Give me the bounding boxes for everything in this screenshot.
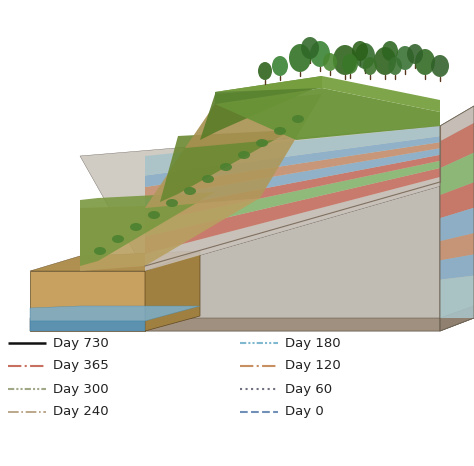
Ellipse shape bbox=[333, 45, 357, 75]
Text: Day 60: Day 60 bbox=[285, 383, 332, 396]
Polygon shape bbox=[160, 130, 292, 202]
Polygon shape bbox=[185, 94, 322, 148]
Ellipse shape bbox=[256, 139, 268, 147]
Ellipse shape bbox=[301, 37, 319, 59]
Polygon shape bbox=[30, 321, 145, 331]
Polygon shape bbox=[80, 126, 440, 271]
Ellipse shape bbox=[289, 44, 311, 72]
Text: Day 300: Day 300 bbox=[53, 383, 109, 396]
Ellipse shape bbox=[382, 41, 398, 61]
Polygon shape bbox=[440, 275, 474, 318]
Polygon shape bbox=[145, 142, 440, 199]
Ellipse shape bbox=[342, 54, 358, 74]
Ellipse shape bbox=[112, 235, 124, 243]
Polygon shape bbox=[30, 271, 145, 331]
Polygon shape bbox=[30, 306, 200, 321]
Ellipse shape bbox=[238, 151, 250, 159]
Ellipse shape bbox=[352, 41, 368, 61]
Polygon shape bbox=[145, 148, 440, 211]
Ellipse shape bbox=[310, 41, 330, 67]
Ellipse shape bbox=[274, 127, 286, 135]
Text: Day 180: Day 180 bbox=[285, 336, 341, 350]
Polygon shape bbox=[145, 136, 440, 187]
Polygon shape bbox=[145, 186, 440, 331]
Ellipse shape bbox=[130, 223, 142, 231]
Polygon shape bbox=[440, 182, 474, 218]
Polygon shape bbox=[440, 254, 474, 280]
Ellipse shape bbox=[396, 46, 414, 70]
Ellipse shape bbox=[166, 199, 178, 207]
Polygon shape bbox=[440, 123, 474, 168]
Ellipse shape bbox=[431, 55, 449, 77]
Text: Day 0: Day 0 bbox=[285, 405, 324, 418]
Polygon shape bbox=[80, 192, 215, 266]
Polygon shape bbox=[145, 177, 440, 271]
Ellipse shape bbox=[94, 247, 106, 255]
Polygon shape bbox=[145, 138, 296, 208]
Polygon shape bbox=[145, 126, 440, 176]
Ellipse shape bbox=[258, 62, 272, 80]
Ellipse shape bbox=[202, 175, 214, 183]
Polygon shape bbox=[30, 318, 440, 331]
Polygon shape bbox=[440, 306, 474, 331]
Polygon shape bbox=[440, 106, 474, 331]
Polygon shape bbox=[215, 76, 322, 104]
Polygon shape bbox=[145, 161, 440, 237]
Polygon shape bbox=[145, 155, 440, 223]
Text: Day 120: Day 120 bbox=[285, 359, 341, 372]
Ellipse shape bbox=[272, 56, 288, 76]
Polygon shape bbox=[145, 168, 440, 254]
Ellipse shape bbox=[388, 57, 402, 75]
Ellipse shape bbox=[184, 187, 196, 195]
Ellipse shape bbox=[363, 57, 377, 75]
Polygon shape bbox=[440, 153, 474, 195]
Ellipse shape bbox=[407, 44, 423, 64]
Text: Day 240: Day 240 bbox=[53, 405, 109, 418]
Polygon shape bbox=[30, 251, 200, 271]
Ellipse shape bbox=[292, 115, 304, 123]
Text: Day 730: Day 730 bbox=[53, 336, 109, 350]
Ellipse shape bbox=[355, 43, 375, 69]
Polygon shape bbox=[215, 76, 440, 112]
Polygon shape bbox=[200, 86, 320, 140]
Text: Day 365: Day 365 bbox=[53, 359, 109, 372]
Polygon shape bbox=[440, 233, 474, 260]
Ellipse shape bbox=[415, 49, 435, 75]
Ellipse shape bbox=[148, 211, 160, 219]
Polygon shape bbox=[215, 88, 440, 140]
Ellipse shape bbox=[323, 53, 337, 71]
Polygon shape bbox=[145, 251, 200, 331]
Polygon shape bbox=[80, 198, 260, 271]
Polygon shape bbox=[440, 208, 474, 241]
Ellipse shape bbox=[374, 47, 396, 75]
Polygon shape bbox=[440, 106, 474, 141]
Ellipse shape bbox=[220, 163, 232, 171]
